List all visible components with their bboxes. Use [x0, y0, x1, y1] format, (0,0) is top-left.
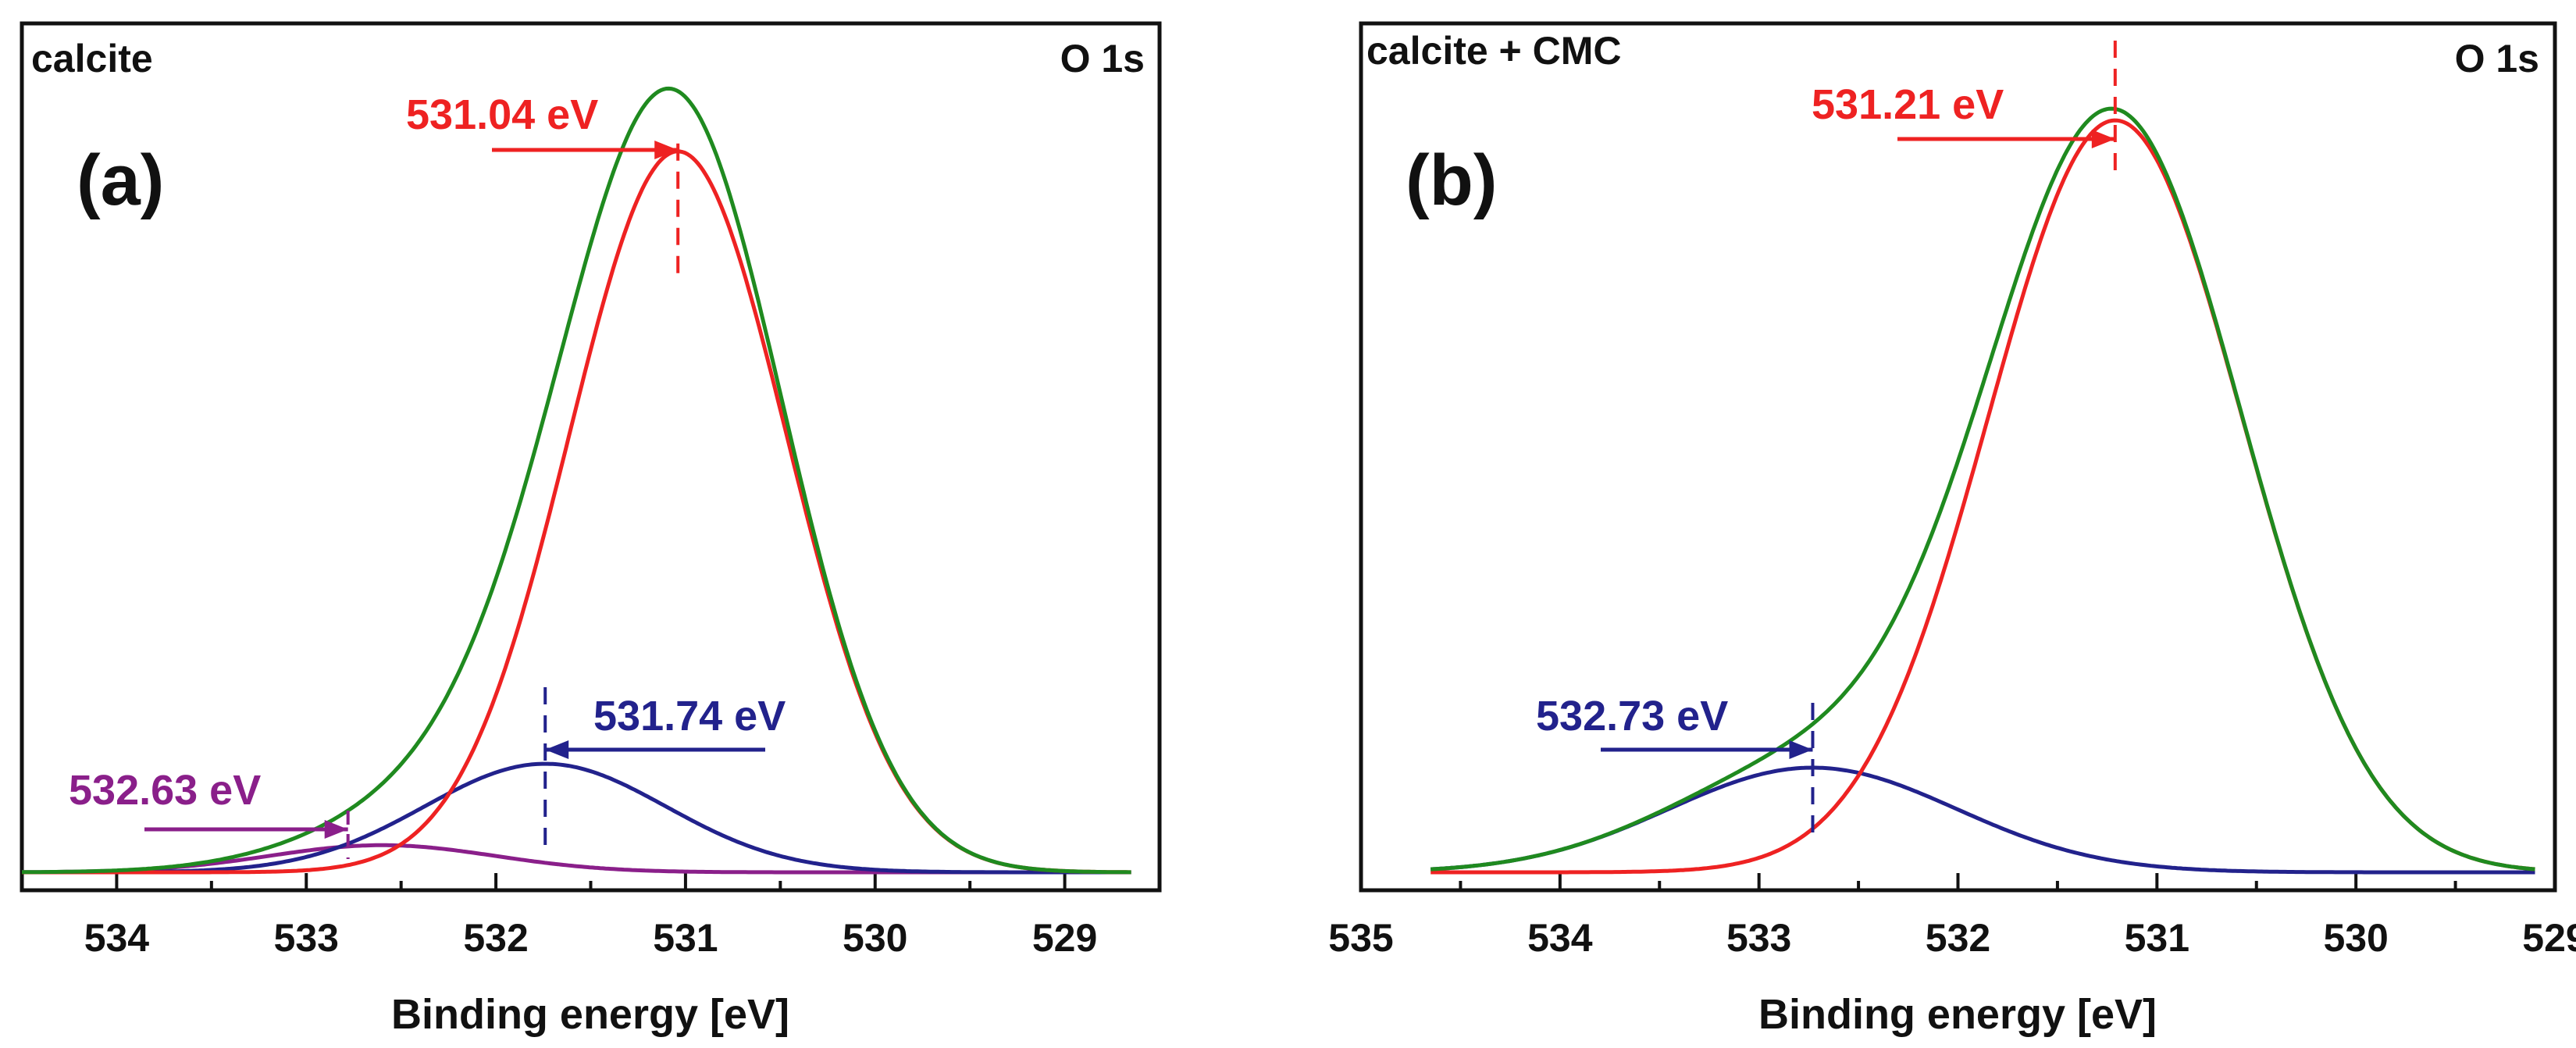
panel-a-envelope-curve — [22, 86, 1131, 875]
x-tick-label-533: 533 — [274, 916, 339, 960]
x-tick-label-531: 531 — [653, 916, 718, 960]
panel-b-sample-label: calcite + CMC — [1366, 29, 1622, 73]
panel-a-component-blue-curve — [22, 761, 1131, 875]
x-tick-label-535: 535 — [1328, 916, 1393, 960]
x-tick-label-534: 534 — [84, 916, 150, 960]
panel-a-curves — [22, 86, 1131, 875]
panel-a-x-axis-label: Binding energy [eV] — [391, 991, 789, 1038]
x-tick-label-534: 534 — [1527, 916, 1593, 960]
x-tick-label-531: 531 — [2125, 916, 2189, 960]
panel-a-region-label: O 1s — [1060, 37, 1145, 80]
panel-a-marker-531-74-arrowhead — [545, 740, 569, 759]
panel-b-curves — [1431, 106, 2535, 875]
panel-b-component-blue-curve — [1431, 765, 2535, 875]
panel-b-marker-532-73-arrowhead — [1789, 740, 1813, 759]
panel-a-frame — [20, 21, 1162, 893]
panel-b-ticks: 535 534 533 532 531 530 529 — [1328, 873, 2576, 960]
panel-a-ticks: 534 533 532 531 530 529 — [20, 873, 1161, 960]
panel-a-label-531-74: 531.74 eV — [593, 693, 786, 740]
x-tick-label-529: 529 — [1032, 916, 1097, 960]
x-tick-label-529: 529 — [2522, 916, 2576, 960]
panel-b-x-axis-label: Binding energy [eV] — [1758, 991, 2157, 1038]
panel-a-marker-532-63-arrowhead — [324, 820, 348, 839]
panel-b-region-label: O 1s — [2455, 37, 2539, 80]
panel-a-sample-label: calcite — [31, 37, 153, 80]
x-tick-label-532: 532 — [1926, 916, 1990, 960]
x-tick-label-530: 530 — [2323, 916, 2388, 960]
panel-b-letter: (b) — [1406, 141, 1497, 220]
panel-b-label-531-21: 531.21 eV — [1812, 81, 2004, 128]
panel-a-label-532-63: 532.63 eV — [69, 767, 261, 814]
panel-b-envelope-curve — [1431, 106, 2535, 872]
panel-b-component-red-curve — [1431, 118, 2535, 875]
panel-a-label-531-04: 531.04 eV — [406, 91, 598, 138]
panel-a: 534 533 532 531 530 529 calcite O 1s (a) 531.… — [20, 21, 1162, 1038]
x-tick-label-530: 530 — [843, 916, 907, 960]
panel-a-component-red-curve — [22, 149, 1131, 875]
x-tick-label-532: 532 — [463, 916, 528, 960]
panel-a-marker-531-04-arrowhead — [654, 141, 679, 159]
panel-b-marker-531-21-arrowhead — [2091, 130, 2115, 148]
panel-b: 535 534 533 532 531 530 529 calcite + CMC O 1s… — [1328, 21, 2576, 1038]
panel-b-label-532-73: 532.73 eV — [1536, 693, 1728, 740]
x-tick-label-533: 533 — [1726, 916, 1791, 960]
panel-a-letter: (a) — [77, 141, 164, 220]
